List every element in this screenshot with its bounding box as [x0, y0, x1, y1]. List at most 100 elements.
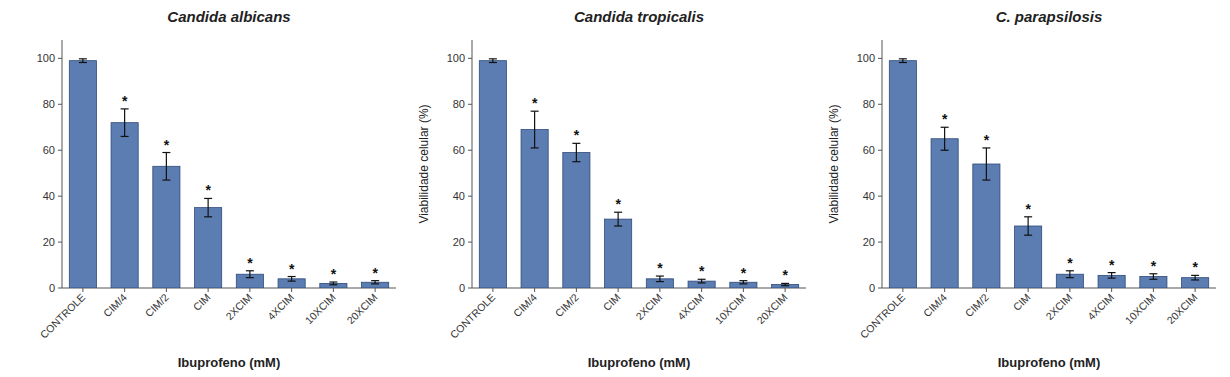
x-tick [701, 288, 702, 292]
x-tick-label: 20XCIM [754, 291, 789, 326]
error-bar [531, 111, 539, 148]
x-tick-label: CONTROLE [38, 291, 88, 341]
y-tick [878, 288, 882, 289]
x-tick [534, 288, 535, 292]
x-tick [166, 288, 167, 292]
bars [889, 59, 1208, 288]
error-bar [1066, 271, 1074, 278]
y-tick-label: 20 [43, 236, 55, 248]
x-tick [249, 288, 250, 292]
title: C. parapsilosis [996, 8, 1103, 25]
annotation: * [1109, 257, 1115, 273]
error-bar [1149, 274, 1157, 280]
annotation: * [1151, 258, 1157, 274]
y-tick-label: 80 [43, 98, 55, 110]
y-tick-label: 0 [869, 282, 875, 294]
x-tick [743, 288, 744, 292]
annotation: * [331, 266, 337, 282]
x-tick [618, 288, 619, 292]
error-bar [739, 281, 747, 284]
x-axis-label: Ibuprofeno (mM) [178, 355, 281, 370]
x-tick-label: 4XCIM [1085, 291, 1116, 322]
bar [195, 208, 222, 288]
x-tick-label: 10XCIM [712, 291, 747, 326]
y-tick-label: 60 [43, 144, 55, 156]
annotation: * [122, 93, 128, 109]
bar [479, 61, 506, 288]
x-tick [785, 288, 786, 292]
panel: C. parapsilosis020406080100Viabilidade c… [827, 8, 1216, 370]
y-tick [878, 196, 882, 197]
x-tick [124, 288, 125, 292]
annotation: * [615, 196, 621, 212]
x-tick-label: CIM/4 [101, 291, 129, 319]
bar [1015, 226, 1042, 288]
error-bar [1191, 275, 1199, 280]
x-tick [944, 288, 945, 292]
bar [521, 130, 548, 288]
y-tick [468, 150, 472, 151]
y-axis-label: Viabilidade celular (%) [417, 104, 431, 223]
error-bar [162, 153, 170, 181]
y-tick [878, 150, 882, 151]
y-axis-line [472, 40, 473, 288]
annotation: * [1192, 259, 1198, 275]
y-tick [468, 242, 472, 243]
x-tick-label: 20XCIM [1164, 291, 1199, 326]
x-tick-label: 4XCIM [265, 291, 296, 322]
y-axis-line [882, 40, 883, 288]
error-bar [698, 279, 706, 283]
x-tick-label: 20XCIM [344, 291, 379, 326]
x-tick-label: 2XCIM [1043, 291, 1074, 322]
error-bar [79, 59, 87, 63]
annotation: * [782, 267, 788, 283]
y-tick-label: 40 [43, 190, 55, 202]
x-tick-label: CIM [600, 291, 622, 313]
annotation: * [372, 265, 378, 281]
annotation: * [699, 263, 705, 279]
bar [973, 164, 1000, 288]
title: Candida albicans [167, 8, 290, 25]
error-bar [572, 143, 580, 161]
y-axis-line [62, 40, 63, 288]
x-tick-label: 10XCIM [1122, 291, 1157, 326]
x-tick [902, 288, 903, 292]
annotation: * [574, 127, 580, 143]
x-tick [492, 288, 493, 292]
x-tick [1028, 288, 1029, 292]
y-tick [58, 150, 62, 151]
annotation: * [532, 95, 538, 111]
x-tick-label: CIM [1010, 291, 1032, 313]
bars [69, 59, 388, 288]
annotation: * [247, 255, 253, 271]
y-tick [468, 104, 472, 105]
chart-root: Candida albicans020406080100CONTROLECIM/… [0, 0, 1230, 377]
annotation: * [942, 111, 948, 127]
x-tick [1069, 288, 1070, 292]
panel: Candida tropicalis020406080100Viabilidad… [417, 8, 806, 370]
error-bar [1024, 217, 1032, 235]
x-tick [1153, 288, 1154, 292]
annotation: * [1067, 255, 1073, 271]
error-bar [614, 212, 622, 226]
error-bar [941, 127, 949, 150]
error-bar [121, 109, 129, 137]
bar [605, 219, 632, 288]
error-bar [656, 276, 664, 282]
y-tick-label: 20 [863, 236, 875, 248]
error-bar [246, 271, 254, 278]
annotation: * [984, 132, 990, 148]
x-axis-label: Ibuprofeno (mM) [998, 355, 1101, 370]
x-tick [333, 288, 334, 292]
x-tick-label: CIM [190, 291, 212, 313]
panel: Candida albicans020406080100CONTROLECIM/… [37, 8, 396, 370]
bar [153, 166, 180, 288]
x-tick [1195, 288, 1196, 292]
x-tick-label: CIM/4 [921, 291, 949, 319]
y-tick [468, 196, 472, 197]
annotation: * [741, 265, 747, 281]
x-tick-label: CIM/2 [552, 291, 580, 319]
error-bar [899, 59, 907, 63]
bar [563, 153, 590, 288]
error-bar [371, 281, 379, 284]
